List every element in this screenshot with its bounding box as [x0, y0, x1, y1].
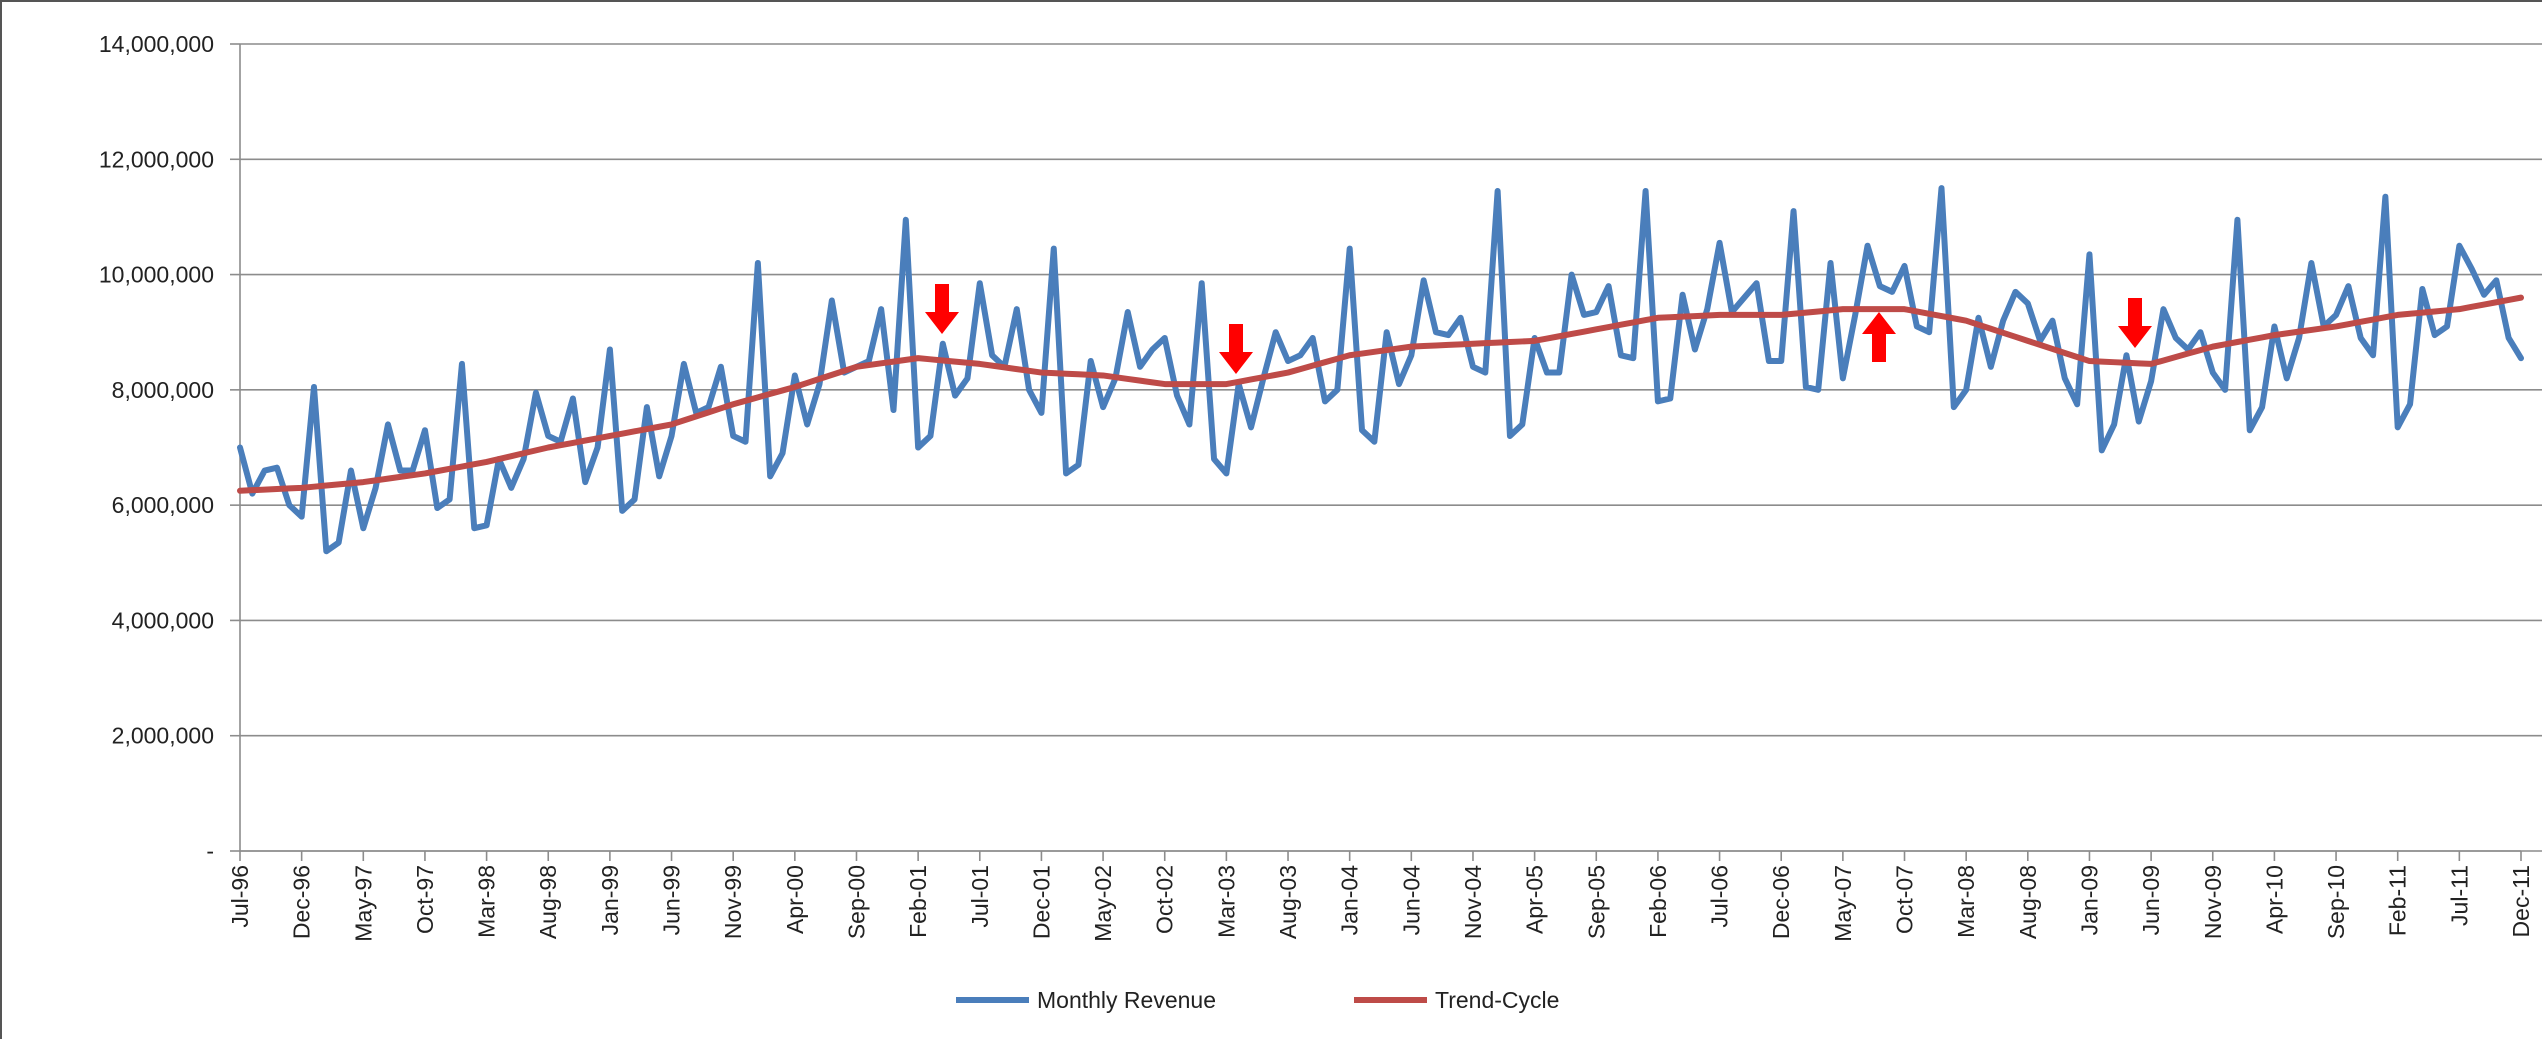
x-tick-label: Jan-99: [597, 865, 623, 935]
x-tick-label: Oct-07: [1892, 865, 1918, 934]
y-tick-label: 14,000,000: [99, 31, 214, 57]
x-tick-label: Dec-01: [1028, 865, 1054, 939]
x-tick-label: Apr-05: [1522, 865, 1548, 934]
x-tick-label: Oct-97: [412, 865, 438, 934]
x-tick-label: Dec-06: [1768, 865, 1794, 939]
x-tick-label: Sep-10: [2323, 865, 2349, 939]
x-tick-label: Feb-11: [2385, 865, 2411, 936]
x-tick-label: Jun-04: [1398, 865, 1424, 936]
x-tick-label: Jul-11: [2446, 865, 2472, 926]
arrow-down: [1219, 324, 1253, 374]
x-tick-label: Sep-05: [1583, 865, 1609, 939]
x-tick-label: Jul-06: [1707, 865, 1733, 928]
y-tick-label: 6,000,000: [112, 492, 214, 518]
y-tick-label: 8,000,000: [112, 377, 214, 403]
x-tick-label: Aug-03: [1275, 865, 1301, 939]
x-tick-label: Feb-01: [905, 865, 931, 938]
x-tick-label: Oct-02: [1152, 865, 1178, 934]
x-tick-label: May-97: [350, 865, 376, 942]
x-tick-label: May-07: [1830, 865, 1856, 942]
series-line: [237, 294, 2524, 494]
y-tick-label: -: [206, 838, 214, 864]
legend-label: Monthly Revenue: [1037, 987, 1216, 1013]
arrow-down: [925, 284, 959, 334]
y-tick-label: 2,000,000: [112, 723, 214, 749]
x-tick-label: Jun-99: [659, 865, 685, 935]
x-tick-label: Mar-98: [474, 865, 500, 938]
x-tick-label: Mar-08: [1953, 865, 1979, 938]
y-tick-label: 4,000,000: [112, 607, 214, 633]
x-tick-label: May-02: [1090, 865, 1116, 942]
x-tick-label: Mar-03: [1213, 865, 1239, 938]
y-tick-label: 10,000,000: [99, 262, 214, 288]
x-tick-label: Apr-00: [782, 865, 808, 934]
x-tick-label: Aug-08: [2015, 865, 2041, 939]
x-tick-label: Sep-00: [843, 865, 869, 939]
arrow-up: [1862, 312, 1896, 362]
x-tick-label: Jun-09: [2138, 865, 2164, 935]
x-tick-label: Dec-11: [2508, 865, 2534, 937]
arrow-down: [2118, 298, 2152, 348]
x-tick-label: Apr-10: [2261, 865, 2287, 934]
x-tick-label: Jul-01: [967, 865, 993, 928]
x-tick-label: Jan-04: [1337, 865, 1363, 936]
series-line: [237, 185, 2524, 555]
x-tick-label: Nov-04: [1460, 865, 1486, 939]
plot-lines: [237, 185, 2524, 555]
x-tick-label: Aug-98: [535, 865, 561, 939]
x-tick-label: Dec-96: [289, 865, 315, 939]
legend-label: Trend-Cycle: [1435, 987, 1559, 1013]
x-tick-label: Nov-99: [720, 865, 746, 939]
annotation-arrows: [925, 284, 2152, 374]
x-tick-label: Jul-96: [227, 865, 253, 928]
grid: - 2,000,000 4,000,000 6,000,000 8,000,000 10,…: [99, 31, 2542, 942]
x-tick-label: Feb-06: [1645, 865, 1671, 938]
y-tick-label: 12,000,000: [99, 146, 214, 172]
x-tick-label: Jan-09: [2076, 865, 2102, 935]
x-tick-label: Nov-09: [2200, 865, 2226, 939]
legend: Monthly Revenue Trend-Cycle: [956, 987, 1559, 1013]
